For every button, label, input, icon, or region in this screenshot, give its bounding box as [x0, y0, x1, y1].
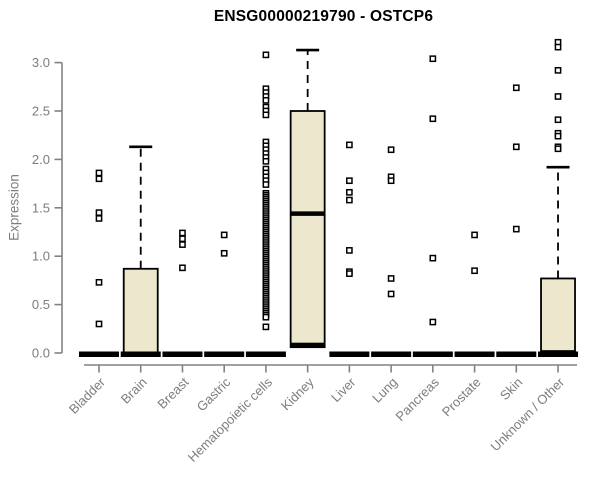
x-tick-label-lung: Lung: [369, 375, 400, 406]
y-tick-label: 0.0: [32, 346, 50, 361]
outlier-point-hematopoietic-cells: [262, 181, 270, 188]
x-tick-label-breast: Breast: [154, 374, 191, 411]
outlier-point-bladder: [95, 175, 103, 183]
outlier-point-liver: [346, 141, 353, 149]
outlier-point-hematopoietic-cells: [262, 97, 270, 104]
box-brain: [122, 267, 159, 354]
outlier-point-bladder: [95, 215, 103, 222]
outlier-point-lung: [387, 290, 395, 298]
outlier-point-liver: [346, 196, 353, 204]
outlier-point-lung: [387, 275, 395, 282]
outlier-point-unknown-other: [554, 93, 562, 100]
y-tick-label: 1.0: [32, 249, 50, 264]
y-tick-label: 0.5: [32, 297, 50, 312]
outlier-point-prostate: [471, 267, 478, 275]
outlier-point-unknown-other: [554, 145, 562, 153]
outlier-point-skin: [512, 225, 520, 233]
chart-title: ENSG00000219790 - OSTCP6: [213, 8, 434, 25]
x-tick-label-bladder: Bladder: [66, 374, 109, 417]
outlier-point-breast: [179, 229, 186, 237]
x-tick-label-liver: Liver: [328, 374, 359, 405]
y-tick-label: 2.0: [32, 152, 50, 167]
outlier-point-prostate: [471, 231, 478, 239]
outlier-point-hematopoietic-cells: [262, 111, 270, 119]
outlier-point-hematopoietic-cells: [262, 323, 270, 331]
zero-bar-brain: [120, 351, 161, 357]
box-kidney: [289, 110, 326, 349]
outlier-point-liver: [346, 270, 353, 277]
zero-bar-unknown-other: [538, 351, 579, 357]
outlier-point-bladder: [95, 278, 103, 286]
x-tick-label-gastric: Gastric: [194, 374, 234, 414]
x-tick-label-skin: Skin: [497, 375, 525, 403]
zero-bar-hematopoietic-cells: [245, 351, 286, 357]
outlier-point-lung: [387, 177, 395, 185]
zero-bar-gastric: [204, 351, 245, 357]
outlier-point-pancreas: [429, 254, 437, 262]
outlier-point-liver: [346, 177, 353, 185]
x-tick-label-brain: Brain: [118, 375, 150, 407]
x-tick-label-pancreas: Pancreas: [393, 374, 443, 424]
outlier-point-pancreas: [429, 318, 437, 326]
outlier-point-gastric: [220, 231, 228, 239]
outlier-point-breast: [179, 235, 186, 243]
outlier-point-unknown-other: [554, 43, 562, 51]
outlier-point-liver: [346, 188, 353, 196]
zero-bar-breast: [162, 351, 203, 357]
zero-bar-prostate: [454, 351, 495, 357]
x-tick-label-prostate: Prostate: [439, 375, 484, 420]
zero-bar-lung: [371, 351, 412, 357]
outlier-point-hematopoietic-cells: [262, 313, 270, 321]
outlier-point-pancreas: [429, 115, 437, 123]
box-bottom-edge-kidney: [290, 342, 325, 348]
outlier-point-breast: [179, 264, 186, 272]
outlier-point-hematopoietic-cells: [262, 51, 270, 59]
outlier-point-lung: [387, 146, 395, 154]
outlier-point-bladder: [95, 169, 103, 177]
outlier-point-unknown-other: [554, 66, 562, 74]
zero-bar-bladder: [79, 351, 119, 357]
outlier-point-skin: [512, 84, 520, 92]
outlier-point-unknown-other: [554, 132, 562, 140]
zero-bar-skin: [496, 351, 537, 357]
box-unknown-other: [540, 277, 576, 352]
y-tick-label: 2.5: [32, 104, 50, 119]
outlier-point-bladder: [95, 320, 103, 328]
zero-bar-pancreas: [412, 351, 453, 357]
outlier-point-pancreas: [429, 55, 437, 63]
y-tick-label: 1.5: [32, 200, 50, 215]
outlier-point-gastric: [220, 249, 228, 257]
outlier-point-unknown-other: [554, 116, 562, 124]
outlier-point-hematopoietic-cells: [262, 157, 270, 165]
y-tick-label: 3.0: [32, 55, 50, 70]
outlier-point-skin: [512, 143, 520, 151]
outlier-point-liver: [346, 247, 353, 254]
x-tick-label-unknown-other: Unknown / Other: [488, 374, 568, 454]
outlier-point-breast: [179, 241, 186, 248]
outlier-point-bladder: [95, 209, 103, 216]
zero-bar-liver: [329, 351, 370, 357]
x-tick-label-kidney: Kidney: [278, 374, 317, 413]
